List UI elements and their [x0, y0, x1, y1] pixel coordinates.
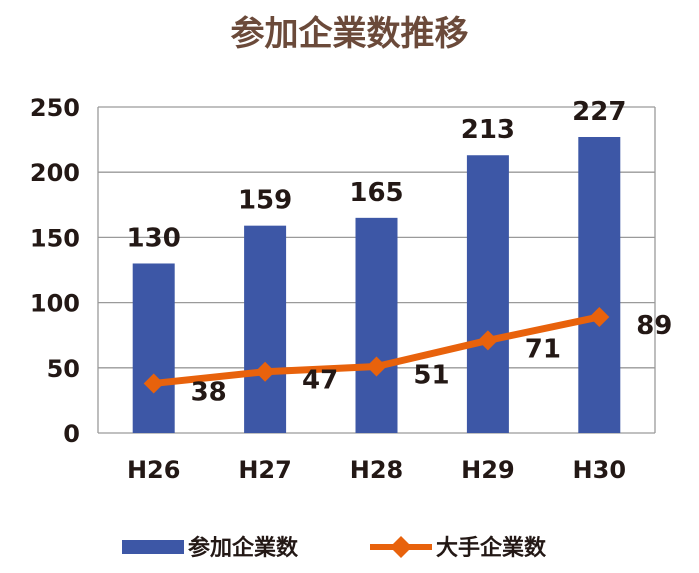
- bar: [355, 217, 398, 433]
- legend-marker: [390, 536, 412, 558]
- line-series: [143, 306, 610, 394]
- y-tick-label: 250: [30, 94, 80, 122]
- legend-swatch-bar: [122, 540, 184, 554]
- y-tick-label: 150: [30, 224, 80, 252]
- y-tick-label: 200: [30, 159, 80, 187]
- y-tick-label: 0: [63, 420, 80, 448]
- line-value-label: 47: [302, 366, 338, 396]
- bar: [132, 263, 175, 433]
- bar: [466, 155, 509, 434]
- line-value-label: 89: [636, 311, 672, 341]
- bar-series: [132, 136, 621, 434]
- bar-value-label: 227: [572, 97, 626, 127]
- x-tick-label: H30: [573, 456, 626, 484]
- y-tick-label: 100: [30, 290, 80, 318]
- x-tick-label: H28: [350, 456, 403, 484]
- y-tick-label: 50: [47, 355, 80, 383]
- line-marker: [255, 361, 276, 382]
- x-tick-label: H26: [127, 456, 180, 484]
- bar-value-label: 213: [461, 115, 515, 145]
- line-marker: [143, 373, 164, 394]
- legend: 参加企業数 大手企業数: [122, 535, 547, 561]
- data-labels: 130 159 165 213 227 38 47 51 71 89: [127, 97, 673, 407]
- legend-label: 参加企業数: [188, 535, 299, 561]
- bar: [244, 225, 287, 433]
- axes: 0 50 100 150 200 250 H26 H27 H28 H29 H30: [30, 94, 656, 484]
- line-value-label: 38: [191, 377, 227, 407]
- line-marker: [477, 330, 498, 351]
- bar: [578, 136, 621, 433]
- line-marker: [589, 306, 610, 327]
- line-marker: [366, 356, 387, 377]
- x-tick-label: H27: [238, 456, 291, 484]
- bar-value-label: 159: [238, 186, 292, 216]
- legend-label: 大手企業数: [436, 535, 547, 561]
- bar-value-label: 165: [349, 178, 403, 208]
- chart-title: 参加企業数推移: [230, 14, 469, 54]
- line-value-label: 51: [413, 360, 449, 390]
- line-value-label: 71: [525, 334, 561, 364]
- x-tick-label: H29: [461, 456, 514, 484]
- bar-value-label: 130: [127, 223, 181, 253]
